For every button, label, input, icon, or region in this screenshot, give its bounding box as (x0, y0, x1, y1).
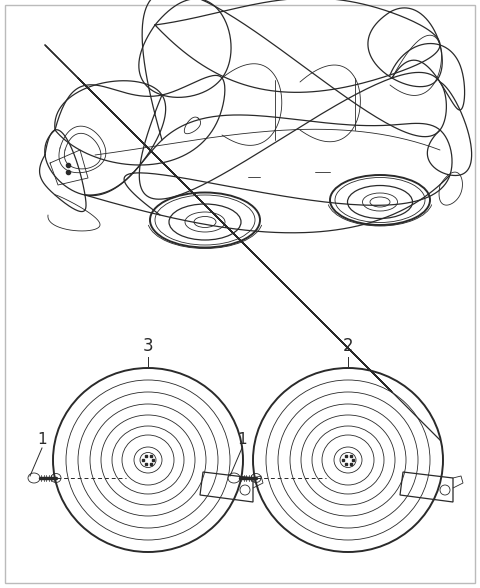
Text: 1: 1 (37, 433, 47, 447)
Text: 3: 3 (143, 337, 153, 355)
Text: 1: 1 (237, 433, 247, 447)
Text: 2: 2 (343, 337, 353, 355)
